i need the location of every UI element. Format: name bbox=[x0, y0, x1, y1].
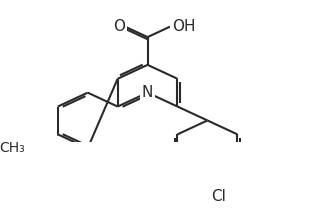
Text: O: O bbox=[113, 19, 125, 34]
Text: OH: OH bbox=[172, 19, 195, 34]
Text: N: N bbox=[142, 85, 153, 100]
Text: Cl: Cl bbox=[212, 189, 227, 204]
Text: CH₃: CH₃ bbox=[0, 141, 24, 155]
